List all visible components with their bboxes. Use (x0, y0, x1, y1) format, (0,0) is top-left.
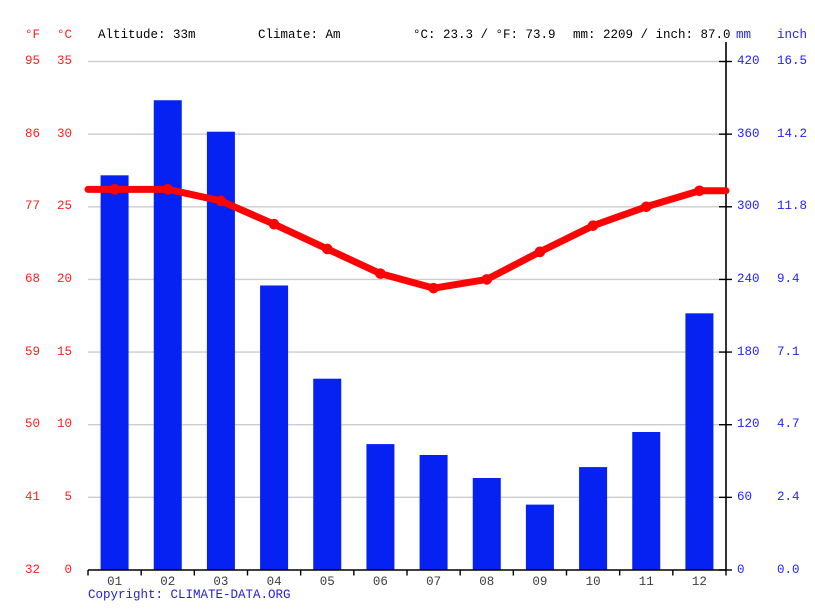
inch-tick-label: 14.2 (777, 126, 808, 141)
temperature-point (375, 268, 386, 279)
month-label: 04 (266, 575, 282, 589)
month-label: 10 (585, 575, 601, 589)
copyright: Copyright: CLIMATE-DATA.ORG (88, 588, 291, 602)
precipitation-bar (579, 467, 608, 570)
mm-tick-label: 420 (737, 54, 760, 68)
mm-axis-title: mm (736, 28, 752, 42)
altitude-label: Altitude: 33m (98, 28, 196, 42)
temperature-point (694, 185, 705, 197)
month-label: 07 (426, 575, 442, 589)
fahrenheit-tick-label: 59 (24, 344, 40, 359)
celsius-tick-label: 25 (56, 199, 72, 214)
temperature-point (587, 220, 599, 231)
celsius-tick-label: 20 (56, 271, 72, 286)
inch-tick-label: 9.4 (777, 271, 800, 286)
mean-temperature-label: °C: 23.3 / °F: 73.9 (413, 28, 556, 42)
fahrenheit-tick-label: 86 (24, 126, 40, 141)
mm-tick-label: 360 (737, 126, 760, 141)
month-label: 03 (213, 575, 229, 589)
mm-tick-label: 60 (737, 489, 753, 504)
celsius-tick-label: 0 (64, 562, 72, 577)
mm-tick-label: 180 (737, 344, 760, 359)
celsius-tick-label: 5 (64, 489, 72, 504)
temperature-point (109, 184, 120, 195)
mm-tick-label: 300 (737, 199, 760, 214)
temperature-point (640, 201, 652, 213)
month-label: 08 (479, 575, 495, 589)
celsius-tick-label: 10 (56, 417, 72, 432)
mm-tick-label: 0 (737, 562, 745, 577)
celsius-tick-label: 15 (56, 344, 72, 359)
month-label: 02 (160, 575, 176, 589)
inch-tick-label: 16.5 (777, 54, 808, 68)
fahrenheit-tick-label: 95 (24, 54, 40, 68)
inch-tick-label: 0.0 (777, 562, 800, 577)
month-label: 05 (319, 575, 335, 589)
climate-type-label: Climate: Am (258, 28, 341, 42)
precipitation-bar (313, 378, 342, 570)
temperature-line (84, 185, 730, 292)
precipitation-bar (525, 504, 554, 570)
fahrenheit-tick-label: 68 (24, 271, 40, 286)
month-label: 09 (532, 575, 548, 589)
celsius-tick-label: 35 (56, 54, 72, 68)
source-link[interactable]: CLIMATE-DATA.ORG (170, 588, 291, 602)
inch-tick-label: 11.8 (777, 199, 808, 214)
inch-axis-title: inch (777, 28, 808, 42)
fahrenheit-axis-title: °F (24, 28, 40, 42)
mm-tick-label: 120 (737, 417, 760, 432)
temperature-point (428, 282, 439, 294)
precipitation-bar (153, 100, 182, 570)
temperature-point (268, 218, 280, 230)
month-label: 01 (107, 575, 123, 589)
inch-tick-label: 7.1 (777, 344, 800, 359)
celsius-tick-label: 30 (56, 126, 72, 141)
precipitation-bar (472, 477, 501, 570)
celsius-axis-title: °C (56, 28, 72, 42)
precipitation-bar (366, 444, 395, 570)
precipitation-bar (685, 313, 714, 570)
annual-precipitation-label: mm: 2209 / inch: 87.0 (573, 28, 731, 42)
month-label: 06 (372, 575, 388, 589)
fahrenheit-tick-label: 50 (24, 417, 40, 432)
temperature-point (321, 243, 333, 255)
temperature-point (215, 195, 227, 207)
temperature-point (481, 274, 493, 285)
precipitation-bar (100, 175, 129, 571)
copyright-label: Copyright: (88, 588, 164, 602)
mm-tick-label: 240 (737, 271, 760, 286)
inch-tick-label: 2.4 (777, 489, 800, 504)
fahrenheit-tick-label: 41 (24, 489, 40, 504)
temperature-point (534, 246, 546, 258)
fahrenheit-tick-label: 77 (24, 199, 40, 214)
fahrenheit-tick-label: 32 (24, 562, 40, 577)
precipitation-bar (419, 454, 448, 570)
month-label: 12 (691, 575, 707, 589)
temperature-point (162, 184, 174, 195)
inch-tick-label: 4.7 (777, 417, 800, 432)
month-label: 11 (638, 575, 654, 589)
precipitation-bar (260, 285, 289, 570)
precipitation-bar (632, 431, 661, 570)
